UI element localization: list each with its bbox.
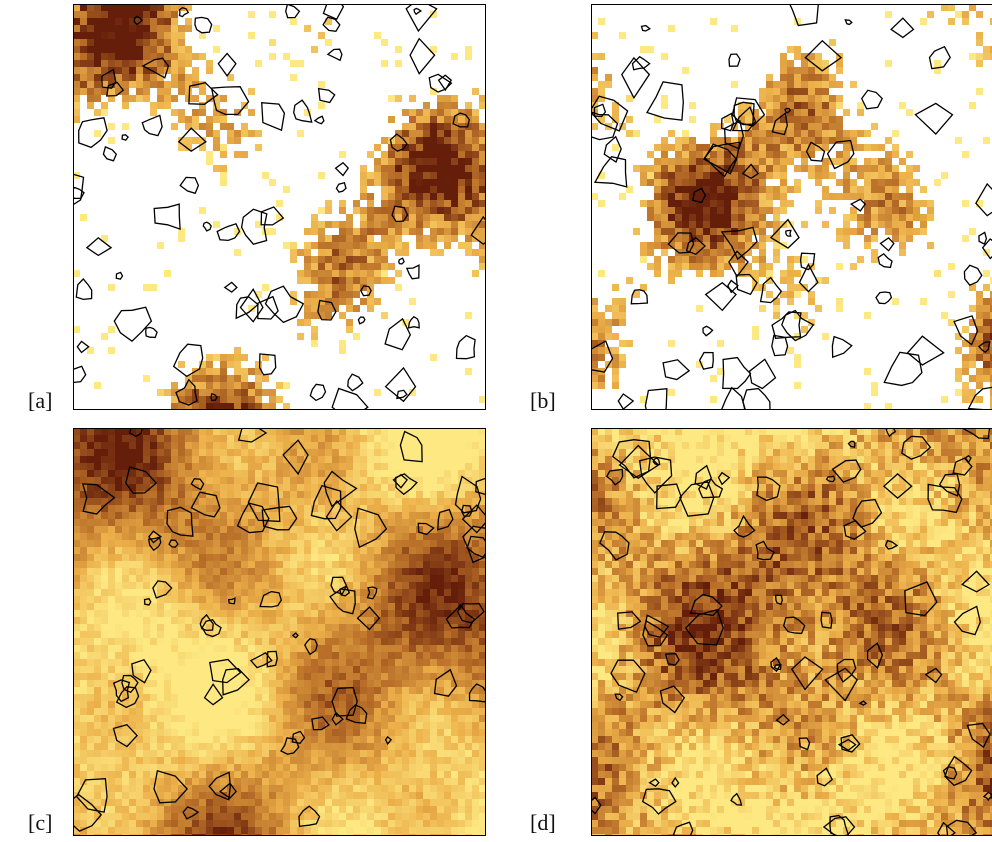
panel-label: [d] [530, 810, 556, 835]
panel-frame [591, 428, 992, 836]
outlines [591, 428, 992, 836]
panel-label: [b] [530, 388, 556, 413]
raster [591, 4, 992, 410]
panel-label: [c] [28, 810, 53, 835]
map-panel [591, 428, 992, 836]
panel-frame [73, 4, 486, 410]
panel-frame [73, 428, 486, 836]
outlines [591, 4, 992, 410]
map-panel [591, 4, 992, 410]
panel-label: [a] [28, 388, 53, 413]
panel-frame [591, 4, 992, 410]
outlines [73, 4, 486, 410]
raster [73, 428, 486, 836]
map-panel [73, 428, 486, 836]
raster [591, 428, 992, 836]
map-panel [73, 4, 486, 410]
outlines [73, 428, 486, 832]
raster [73, 4, 486, 410]
